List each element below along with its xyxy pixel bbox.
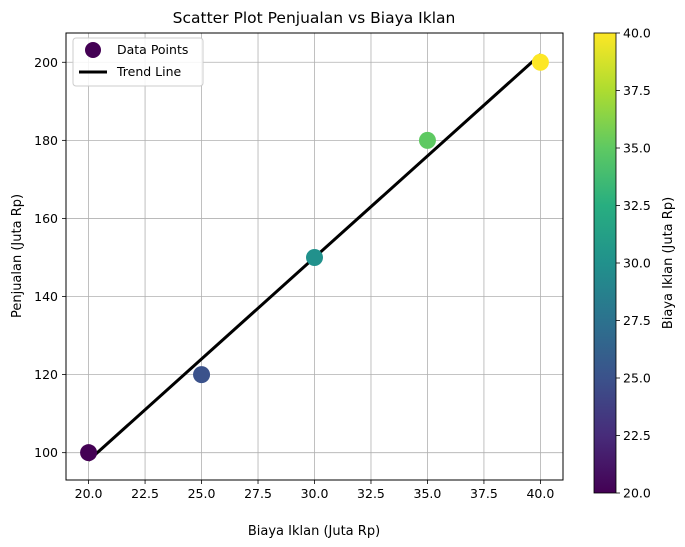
x-tick-label: 40.0 (526, 486, 554, 501)
x-axis-label: Biaya Iklan (Juta Rp) (248, 524, 380, 539)
legend: Data Points Trend Line (72, 37, 204, 87)
y-tick-label: 180 (34, 133, 58, 148)
colorbar-label: Biaya Iklan (Juta Rp) (661, 197, 676, 329)
y-tick-label: 200 (34, 55, 58, 70)
x-axis-ticks: 20.0 22.5 25.0 27.5 30.0 32.5 35.0 37.5 40.0 (75, 480, 554, 501)
x-tick-label: 27.5 (244, 486, 272, 501)
x-tick-label: 30.0 (301, 486, 329, 501)
y-tick-label: 160 (34, 211, 58, 226)
chart-title: Scatter Plot Penjualan vs Biaya Iklan (173, 9, 456, 27)
y-axis-label: Penjualan (Juta Rp) (10, 194, 25, 318)
legend-label-data-points: Data Points (117, 42, 188, 57)
x-tick-label: 35.0 (414, 486, 442, 501)
data-point (531, 53, 549, 71)
colorbar-tick-label: 32.5 (623, 198, 651, 213)
legend-label-trend-line: Trend Line (116, 64, 182, 79)
x-tick-label: 32.5 (357, 486, 385, 501)
colorbar-tick-label: 40.0 (623, 26, 651, 41)
x-tick-label: 37.5 (470, 486, 498, 501)
y-axis-ticks: 100 120 140 160 180 200 (34, 55, 66, 460)
colorbar-tick-label: 30.0 (623, 256, 651, 271)
colorbar-tick-label: 20.0 (623, 486, 651, 501)
legend-box (72, 37, 204, 87)
y-tick-label: 120 (34, 367, 58, 382)
y-tick-label: 100 (34, 445, 58, 460)
x-tick-label: 22.5 (131, 486, 159, 501)
x-tick-label: 20.0 (75, 486, 103, 501)
data-point (418, 131, 436, 149)
colorbar-tick-label: 35.0 (623, 141, 651, 156)
data-point (306, 248, 323, 266)
data-point (80, 444, 98, 462)
data-points-layer (80, 53, 549, 462)
y-tick-label: 140 (34, 289, 58, 304)
colorbar-tick-label: 22.5 (623, 428, 651, 443)
data-point (193, 366, 211, 384)
legend-marker-data-points (85, 42, 101, 58)
colorbar-gradient (594, 33, 616, 493)
colorbar-tick-label: 27.5 (623, 313, 651, 328)
colorbar-tick-label: 37.5 (623, 83, 651, 98)
x-tick-label: 25.0 (188, 486, 216, 501)
colorbar-ticks: 20.0 22.5 25.0 27.5 30.0 32.5 35.0 37.5 40.0 (616, 26, 651, 501)
colorbar: 20.0 22.5 25.0 27.5 30.0 32.5 35.0 37.5 40.0 Bia… (593, 26, 676, 501)
colorbar-tick-label: 25.0 (623, 371, 651, 386)
